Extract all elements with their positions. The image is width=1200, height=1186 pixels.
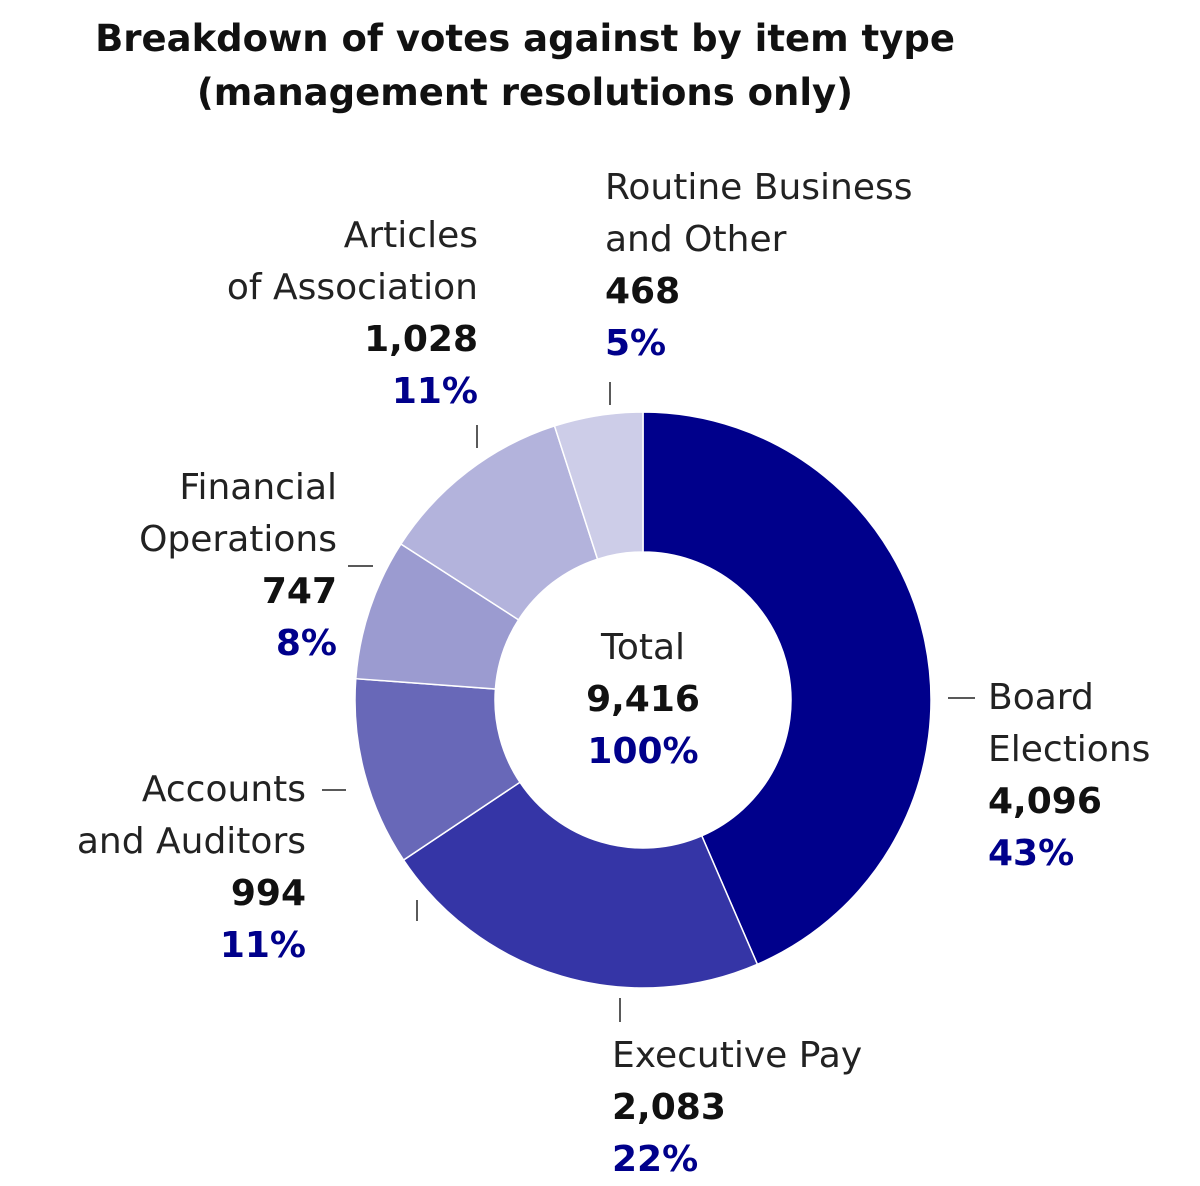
label-accounts-auditors: Accounts and Auditors 994 11% bbox=[0, 764, 306, 972]
label-board-elections: Board Elections 4,096 43% bbox=[988, 672, 1150, 880]
center-total: Total 9,416 100% bbox=[543, 622, 743, 778]
routine-business-value: 468 bbox=[605, 271, 681, 312]
accounts-auditors-percent: 11% bbox=[219, 925, 306, 966]
financial-operations-name-line-2: Operations bbox=[139, 519, 337, 560]
label-financial-operations: Financial Operations 747 8% bbox=[0, 462, 337, 670]
chart-title: Breakdown of votes against by item type … bbox=[0, 12, 1050, 120]
board-elections-percent: 43% bbox=[988, 833, 1075, 874]
articles-association-name-line-2: of Association bbox=[226, 267, 478, 308]
financial-operations-name-line-1: Financial bbox=[179, 467, 337, 508]
donut-slices bbox=[354, 411, 932, 989]
accounts-auditors-value: 994 bbox=[230, 873, 306, 914]
center-total-percent: 100% bbox=[587, 731, 699, 772]
articles-association-name-line-1: Articles bbox=[343, 215, 478, 256]
routine-business-percent: 5% bbox=[605, 323, 667, 364]
accounts-auditors-name-line-1: Accounts bbox=[141, 769, 306, 810]
board-elections-name-line-1: Board bbox=[988, 677, 1094, 718]
leader-lines bbox=[322, 382, 975, 1022]
label-articles-association: Articles of Association 1,028 11% bbox=[0, 210, 478, 418]
financial-operations-percent: 8% bbox=[275, 623, 337, 664]
board-elections-name-line-2: Elections bbox=[988, 729, 1151, 770]
chart-title-line-1: Breakdown of votes against by item type bbox=[95, 17, 955, 60]
slice-routine-business-and-other bbox=[553, 411, 644, 561]
slice-executive-pay bbox=[402, 781, 759, 989]
executive-pay-percent: 22% bbox=[612, 1139, 699, 1180]
label-routine-business: Routine Business and Other 468 5% bbox=[605, 162, 913, 370]
executive-pay-value: 2,083 bbox=[612, 1087, 726, 1128]
accounts-auditors-name-line-2: and Auditors bbox=[76, 821, 306, 862]
center-total-value: 9,416 bbox=[586, 679, 700, 720]
articles-association-percent: 11% bbox=[391, 371, 478, 412]
label-executive-pay: Executive Pay 2,083 22% bbox=[612, 1030, 862, 1186]
routine-business-name-line-1: Routine Business bbox=[605, 167, 913, 208]
center-total-label: Total bbox=[600, 627, 686, 668]
articles-association-value: 1,028 bbox=[364, 319, 478, 360]
slice-board-elections bbox=[642, 411, 932, 966]
executive-pay-name: Executive Pay bbox=[612, 1035, 863, 1076]
chart-title-line-2: (management resolutions only) bbox=[196, 71, 854, 114]
board-elections-value: 4,096 bbox=[988, 781, 1102, 822]
financial-operations-value: 747 bbox=[261, 571, 337, 612]
routine-business-name-line-2: and Other bbox=[605, 219, 787, 260]
